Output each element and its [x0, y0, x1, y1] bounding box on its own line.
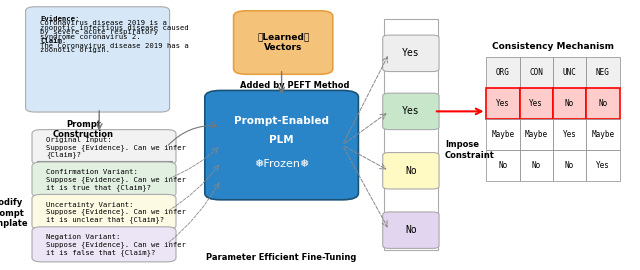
Bar [520, 88, 553, 119]
Text: syndrome coronavirus 2.: syndrome coronavirus 2. [40, 34, 141, 40]
Text: Yes: Yes [496, 99, 510, 108]
Text: Modify
Prompt
Template: Modify Prompt Template [0, 198, 28, 228]
Text: Maybe: Maybe [591, 130, 614, 139]
FancyBboxPatch shape [32, 194, 176, 230]
Bar [586, 119, 620, 150]
Text: zoonotic infectious disease caused: zoonotic infectious disease caused [40, 25, 189, 31]
Text: Yes: Yes [563, 130, 577, 139]
Bar [520, 57, 553, 88]
Text: PLM: PLM [269, 135, 294, 145]
Text: Yes: Yes [596, 161, 610, 170]
Text: No: No [499, 161, 508, 170]
Bar [520, 150, 553, 181]
Bar [553, 88, 586, 119]
FancyBboxPatch shape [32, 130, 176, 165]
Text: No: No [565, 99, 574, 108]
Text: Yes: Yes [402, 48, 420, 58]
Text: Maybe: Maybe [525, 130, 548, 139]
FancyBboxPatch shape [32, 227, 176, 262]
Bar [553, 57, 586, 88]
FancyBboxPatch shape [205, 90, 358, 200]
FancyBboxPatch shape [383, 212, 439, 248]
Text: Impose
Constraint: Impose Constraint [445, 140, 495, 160]
Text: No: No [405, 166, 417, 176]
Text: CON: CON [529, 68, 543, 77]
Text: 🔥Learned🔥
Vectors: 🔥Learned🔥 Vectors [257, 33, 309, 52]
Text: Prompt
Construction: Prompt Construction [52, 120, 114, 139]
Text: No: No [532, 161, 541, 170]
Text: Maybe: Maybe [492, 130, 515, 139]
Text: Yes: Yes [402, 106, 420, 116]
Text: Prompt-Enabled: Prompt-Enabled [234, 116, 329, 126]
Bar [486, 57, 520, 88]
Text: No: No [598, 99, 607, 108]
Bar [486, 150, 520, 181]
Text: NEG: NEG [596, 68, 610, 77]
Bar [553, 150, 586, 181]
Bar [37, 161, 172, 260]
FancyBboxPatch shape [234, 11, 333, 74]
Bar [384, 19, 438, 250]
Bar [586, 88, 620, 119]
Text: Parameter Efficient Fine-Tuning: Parameter Efficient Fine-Tuning [207, 252, 356, 262]
Text: Original Input:
Suppose {Evidence}. Can we infer
{Claim}?: Original Input: Suppose {Evidence}. Can … [46, 137, 186, 158]
Text: Claim:: Claim: [40, 38, 67, 44]
Text: Negation Variant:
Suppose {Evidence}. Can we infer
it is false that {Claim}?: Negation Variant: Suppose {Evidence}. Ca… [46, 234, 186, 256]
FancyBboxPatch shape [32, 162, 176, 197]
FancyBboxPatch shape [383, 93, 439, 130]
Text: Consistency Mechanism: Consistency Mechanism [492, 42, 614, 51]
Text: by severe acute respiratory: by severe acute respiratory [40, 29, 159, 35]
FancyBboxPatch shape [26, 7, 170, 112]
Text: Yes: Yes [529, 99, 543, 108]
Bar [553, 119, 586, 150]
Bar [486, 88, 520, 119]
Text: Coronavirus disease 2019 is a: Coronavirus disease 2019 is a [40, 20, 167, 26]
FancyBboxPatch shape [383, 153, 439, 189]
Text: The Coronavirus disease 2019 has a: The Coronavirus disease 2019 has a [40, 43, 189, 49]
Text: UNC: UNC [563, 68, 577, 77]
FancyBboxPatch shape [383, 35, 439, 72]
Bar [520, 119, 553, 150]
Text: No: No [565, 161, 574, 170]
Text: Uncertainty Variant:
Suppose {Evidence}. Can we infer
it is unclear that {Claim}: Uncertainty Variant: Suppose {Evidence}.… [46, 202, 186, 223]
Bar [586, 150, 620, 181]
Text: ❅Frozen❅: ❅Frozen❅ [254, 159, 309, 169]
Text: ORG: ORG [496, 68, 510, 77]
Bar [586, 57, 620, 88]
Bar [486, 119, 520, 150]
Text: zoonotic origin.: zoonotic origin. [40, 47, 110, 53]
Text: Confirmation Variant:
Suppose {Evidence}. Can we infer
it is true that {Claim}?: Confirmation Variant: Suppose {Evidence}… [46, 169, 186, 191]
Text: Evidence:: Evidence: [40, 16, 80, 22]
Text: No: No [405, 225, 417, 235]
Text: Added by PEFT Method: Added by PEFT Method [239, 80, 349, 90]
